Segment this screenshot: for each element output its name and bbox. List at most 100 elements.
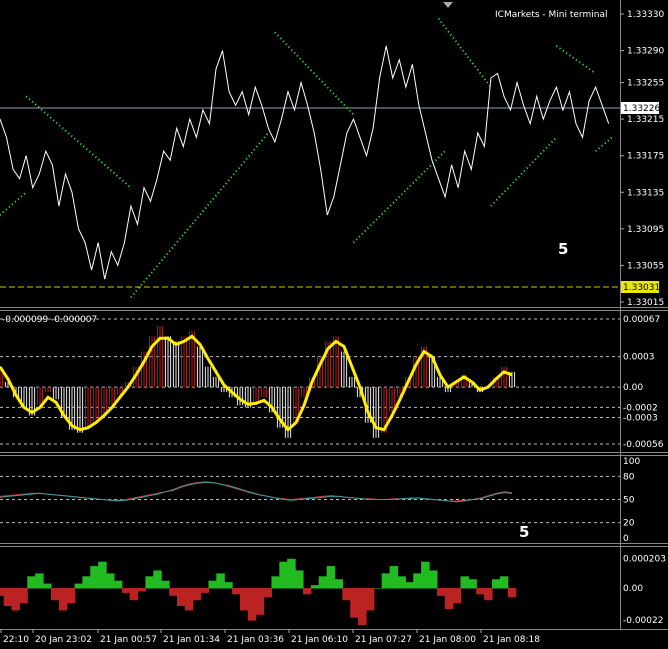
osc-bar — [239, 588, 249, 611]
osc-bar — [232, 588, 241, 595]
osc-bar — [271, 576, 280, 589]
osc-bar — [98, 561, 107, 589]
macd-signal-line — [0, 334, 513, 432]
osc-bar — [428, 570, 438, 589]
time-tick-label: 21 Jan 07:27 — [355, 635, 412, 645]
osc-bar — [113, 580, 123, 589]
price-tick-label: 1.33095 — [627, 225, 664, 235]
osc-bar — [169, 588, 178, 596]
osc-bar — [43, 583, 52, 589]
osc-bar — [137, 588, 147, 592]
current-price-box — [621, 102, 659, 114]
rsi-tick-label: 80 — [623, 472, 635, 482]
macd-axis: 0.00067 0.0003 0.00 -0.0002-0.0003 -0.00056 — [623, 315, 664, 450]
time-axis: 22:10 20 Jan 23:02 21 Jan 00:57 21 Jan 01:3… — [0, 629, 540, 645]
osc-bar — [216, 573, 225, 589]
osc-bar — [145, 576, 154, 589]
osc-bar — [468, 579, 477, 589]
rsi-tick-label: 100 — [623, 457, 640, 467]
osc-bar — [436, 588, 446, 596]
panel-frames — [0, 0, 668, 630]
time-tick-label: 22:10 — [3, 635, 29, 645]
price-line — [0, 45, 610, 280]
osc-bar — [0, 588, 5, 596]
osc-tick-label: 0.000203 — [623, 554, 666, 564]
price-axis: 1.33330 1.33290 1.33255 1.33215 1.33175 1.331… — [620, 10, 664, 308]
time-tick-label: 21 Jan 06:10 — [291, 635, 348, 645]
osc-bar — [421, 561, 430, 589]
time-tick-label: 21 Jan 01:34 — [163, 635, 220, 645]
osc-bar — [153, 570, 162, 589]
trend-line — [0, 191, 27, 216]
osc-bar — [121, 588, 131, 593]
osc-bar — [397, 576, 406, 589]
osc-bar — [358, 588, 367, 626]
osc-bar — [279, 561, 288, 589]
rsi-line-cyan — [0, 482, 513, 503]
time-tick-label: 21 Jan 08:00 — [419, 635, 476, 645]
current-price-label: 1.33226 — [623, 104, 660, 114]
osc-bar — [326, 566, 336, 589]
price-tick-label: 1.33055 — [627, 261, 664, 271]
osc-axis: 0.000203 0.00 -0.00022 — [623, 554, 666, 626]
osc-bar — [381, 573, 391, 589]
osc-bar — [200, 588, 210, 593]
osc-bar — [484, 588, 493, 601]
osc-bar — [82, 576, 91, 589]
osc-bar — [405, 582, 414, 589]
macd-label: -0.000099 -0.000007 — [2, 315, 97, 325]
price-tick-label: 1.33330 — [627, 10, 664, 20]
osc-bar — [263, 588, 273, 598]
macd-tick-label: 0.00 — [623, 383, 643, 393]
osc-bar — [224, 582, 233, 589]
level-price-label: 1.33031 — [623, 283, 660, 293]
osc-bar — [255, 588, 265, 615]
macd-tick-label: 0.00067 — [623, 315, 660, 325]
chart-title: ICMarkets - Mini terminal — [495, 10, 607, 20]
macd-tick-label: 0.0003 — [623, 353, 655, 363]
osc-bar — [365, 588, 375, 611]
osc-bar — [310, 585, 320, 589]
trend-line — [352, 150, 446, 244]
osc-bar — [287, 558, 296, 589]
osc-bar — [50, 588, 60, 601]
time-tick-label: 21 Jan 03:36 — [227, 635, 284, 645]
macd-tick-label: -0.00056 — [623, 440, 664, 450]
price-tick-label: 1.33290 — [627, 47, 664, 57]
osc-bar — [11, 588, 20, 611]
rsi-tick-label: 50 — [623, 496, 635, 506]
osc-bar — [27, 576, 36, 589]
osc-bar — [247, 588, 257, 621]
osc-bar — [192, 588, 202, 601]
osc-bar — [58, 588, 68, 611]
osc-bar — [35, 573, 44, 589]
osc-bar — [19, 588, 28, 604]
osc-bar — [507, 588, 517, 598]
price-tick-label: 1.33175 — [627, 152, 664, 162]
trend-line — [274, 31, 355, 116]
osc-bar — [161, 580, 170, 589]
price-tick-label: 1.33255 — [627, 79, 664, 89]
osc-histogram — [0, 558, 517, 626]
rsi-tick-label: 0 — [623, 534, 629, 544]
osc-bar — [413, 573, 422, 589]
osc-bar — [389, 566, 399, 589]
osc-bar — [350, 588, 359, 618]
level-price-box — [621, 281, 659, 293]
osc-bar — [373, 588, 383, 589]
macd-tick-label: -0.0003 — [623, 414, 658, 424]
osc-bar — [334, 579, 343, 589]
price-annotation: 5 — [558, 240, 568, 258]
osc-bar — [129, 588, 139, 601]
osc-bar — [452, 588, 462, 604]
rsi-annotation: 5 — [519, 523, 529, 541]
osc-bar — [318, 576, 328, 589]
dotted-trend-lines — [0, 17, 613, 299]
price-tick-label: 1.33015 — [627, 298, 664, 308]
time-tick-label: 21 Jan 00:57 — [100, 635, 157, 645]
osc-bar — [176, 588, 186, 607]
osc-bar — [492, 579, 501, 589]
scroll-marker-icon[interactable] — [443, 2, 453, 8]
time-tick-label: 20 Jan 23:02 — [35, 635, 92, 645]
